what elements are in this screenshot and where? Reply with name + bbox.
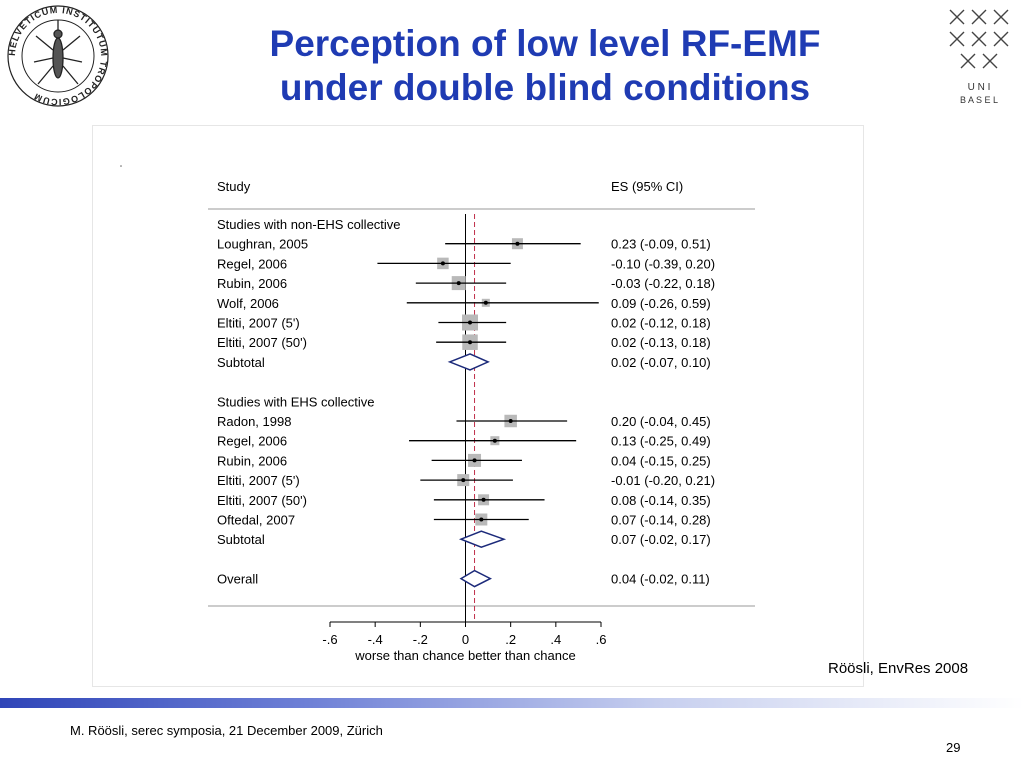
es-ci-text: -0.01 (-0.20, 0.21) <box>611 473 715 488</box>
es-ci-text: 0.07 (-0.14, 0.28) <box>611 513 711 528</box>
x-tick-label: 0 <box>462 632 469 647</box>
point-estimate <box>483 300 488 305</box>
point-estimate <box>508 419 513 423</box>
header-study: Study <box>217 179 251 194</box>
es-ci-text: 0.08 (-0.14, 0.35) <box>611 493 711 508</box>
point-estimate <box>468 340 473 345</box>
subtotal-diamond <box>458 530 507 549</box>
row-label: Rubin, 2006 <box>217 453 287 468</box>
row-label: Eltiti, 2007 (50') <box>217 493 307 508</box>
page-number: 29 <box>946 740 961 755</box>
es-ci-text: -0.10 (-0.39, 0.20) <box>611 256 715 271</box>
citation: Röösli, EnvRes 2008 <box>828 660 969 677</box>
row-label: Subtotal <box>217 355 265 370</box>
es-ci-text: 0.20 (-0.04, 0.45) <box>611 414 711 429</box>
logo-line-basel: B A S E L <box>960 95 998 105</box>
row-label: Regel, 2006 <box>217 434 287 449</box>
row-label: Eltiti, 2007 (5') <box>217 316 300 331</box>
forest-plot: Study ES (95% CI) Studies with non-EHS col… <box>120 165 755 663</box>
subtotal-diamond <box>447 353 490 371</box>
slide-title: Perception of low level RF-EMF under dou… <box>150 22 940 110</box>
footer-bar <box>0 698 1024 708</box>
es-ci-text: 0.02 (-0.12, 0.18) <box>611 316 711 331</box>
row-label: Rubin, 2006 <box>217 276 287 291</box>
point-estimate <box>479 517 484 522</box>
es-ci-text: 0.02 (-0.13, 0.18) <box>611 335 711 350</box>
institute-seal-logo: HELVETICUM INSTITUTUM TROPOLOGICUM <box>7 5 109 107</box>
row-label: Oftedal, 2007 <box>217 513 295 528</box>
row-label: Studies with EHS collective <box>217 394 375 409</box>
row-label: Studies with non-EHS collective <box>217 217 401 232</box>
stray-dot <box>120 165 122 167</box>
row-label: Overall <box>217 572 258 587</box>
logo-line-uni: U N I <box>968 82 991 93</box>
header-es: ES (95% CI) <box>611 179 683 194</box>
point-estimate <box>468 320 473 325</box>
x-axis-label: worse than chance better than chance <box>354 648 575 663</box>
es-ci-text: 0.07 (-0.02, 0.17) <box>611 532 711 547</box>
point-estimate <box>461 478 466 483</box>
es-ci-text: 0.04 (-0.15, 0.25) <box>611 453 711 468</box>
row-label: Regel, 2006 <box>217 256 287 271</box>
row-label: Eltiti, 2007 (5') <box>217 473 300 488</box>
point-estimate <box>472 458 477 463</box>
row-label: Radon, 1998 <box>217 414 291 429</box>
x-tick-label: -.4 <box>368 632 383 647</box>
title-line-1: Perception of low level RF-EMF <box>269 23 821 64</box>
point-estimate <box>481 497 486 502</box>
es-ci-text: -0.03 (-0.22, 0.18) <box>611 276 715 291</box>
footer-text: M. Röösli, serec symposia, 21 December 2… <box>70 723 383 738</box>
row-label: Loughran, 2005 <box>217 237 308 252</box>
row-label: Subtotal <box>217 532 265 547</box>
point-estimate <box>440 261 445 266</box>
x-tick-label: .2 <box>505 632 516 647</box>
basel-crosses-icon <box>949 9 1009 69</box>
x-tick-label: .4 <box>550 632 561 647</box>
point-estimate <box>492 438 497 443</box>
overall-diamond <box>459 569 493 588</box>
row-label: Wolf, 2006 <box>217 296 279 311</box>
title-line-2: under double blind conditions <box>279 67 811 108</box>
es-ci-text: 0.09 (-0.26, 0.59) <box>611 296 711 311</box>
x-tick-label: -.6 <box>322 632 337 647</box>
point-estimate <box>456 281 461 286</box>
point-estimate <box>515 241 520 246</box>
x-tick-label: -.2 <box>413 632 428 647</box>
uni-basel-logo: U N I B A S E L <box>949 9 1009 105</box>
mosquito-icon <box>33 20 83 85</box>
forest-plot-panel: Study ES (95% CI) Studies with non-EHS col… <box>92 125 864 687</box>
es-ci-text: 0.23 (-0.09, 0.51) <box>611 237 711 252</box>
es-ci-text: 0.02 (-0.07, 0.10) <box>611 355 711 370</box>
es-ci-text: 0.13 (-0.25, 0.49) <box>611 434 711 449</box>
x-tick-label: .6 <box>596 632 607 647</box>
row-label: Eltiti, 2007 (50') <box>217 335 307 350</box>
es-ci-text: 0.04 (-0.02, 0.11) <box>611 572 710 587</box>
